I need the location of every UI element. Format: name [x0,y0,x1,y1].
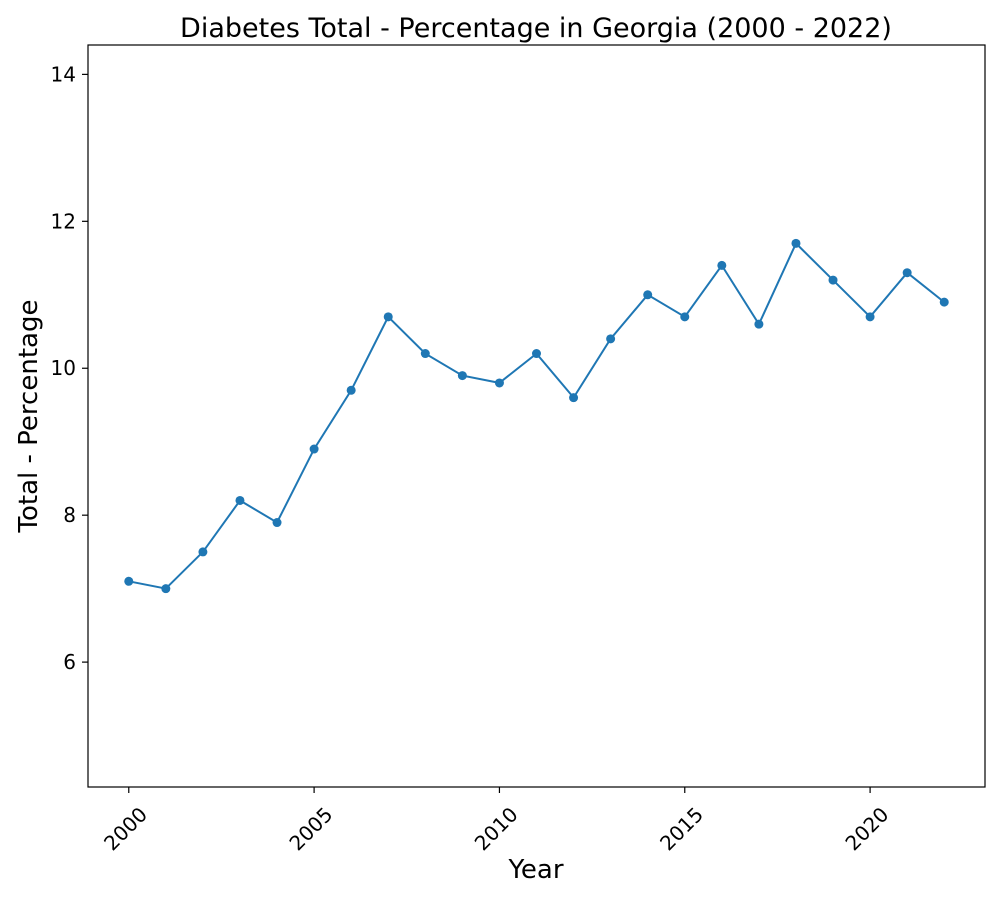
plot-frame [87,44,986,788]
series-layer [124,238,949,594]
data-point [902,268,912,278]
data-point [680,312,690,322]
data-point [828,275,838,285]
data-point [939,297,949,307]
data-point [717,260,727,270]
data-point [383,312,393,322]
data-point [643,290,653,300]
data-point [569,393,579,403]
x-tick-label: 2005 [284,802,337,855]
data-point [235,495,245,505]
x-axis: 2000 2005 2010 2015 2020 [99,787,893,855]
y-tick-label: 14 [51,62,76,86]
x-tick-label: 2010 [470,802,523,855]
x-axis-label: Year [507,855,563,885]
y-tick-label: 6 [63,650,76,674]
data-point [420,349,430,359]
y-axis-label: Total - Percentage [14,300,44,534]
data-point [754,319,764,329]
data-point [161,584,171,594]
x-tick-label: 2015 [655,802,708,855]
data-point [865,312,875,322]
data-point [791,238,801,248]
data-point [309,444,319,454]
series-line [128,241,945,590]
data-point [457,371,467,381]
y-tick-label: 8 [63,503,76,527]
data-point [532,349,541,359]
x-tick-label: 2020 [840,802,893,855]
y-axis: 6 8 10 12 14 [51,62,88,674]
data-point [606,334,616,344]
data-point [346,385,356,395]
data-point [272,518,282,528]
data-point [494,378,504,388]
y-tick-label: 10 [51,356,76,380]
chart-title: Diabetes Total - Percentage in Georgia (… [180,13,892,44]
x-tick-label: 2000 [99,802,152,855]
y-tick-label: 12 [51,209,76,233]
data-point [198,547,208,557]
data-point [124,576,134,586]
